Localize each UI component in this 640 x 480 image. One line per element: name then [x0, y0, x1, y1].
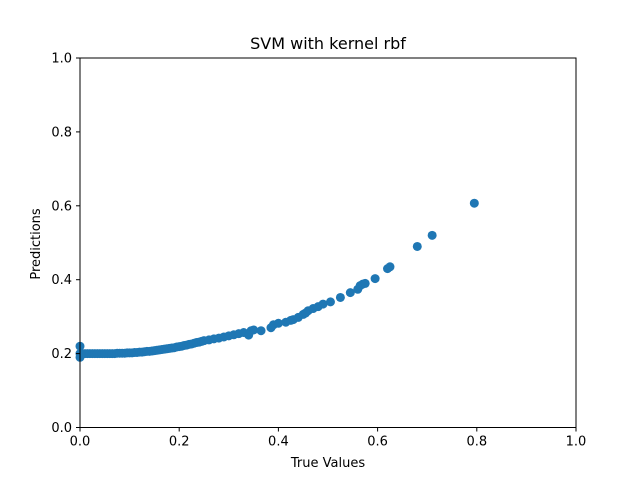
- y-tick-label: 0.2: [51, 347, 72, 362]
- chart-title: SVM with kernel rbf: [250, 34, 406, 53]
- data-point: [335, 292, 345, 302]
- x-tick-label: 0.2: [169, 435, 190, 450]
- data-point: [469, 198, 479, 208]
- x-axis-label: True Values: [290, 456, 365, 471]
- y-tick-label: 1.0: [51, 52, 72, 67]
- data-point: [427, 230, 437, 240]
- data-point: [318, 299, 328, 309]
- data-point: [385, 262, 395, 272]
- x-tick-label: 0.6: [367, 435, 388, 450]
- x-tick-label: 0.0: [70, 435, 91, 450]
- data-point: [256, 326, 266, 336]
- plot-frame: [79, 57, 577, 428]
- data-point: [360, 278, 370, 288]
- data-point: [370, 274, 380, 284]
- x-axis-ticks: 0.0 0.2 0.4 0.6 0.8 1.0: [70, 427, 587, 450]
- y-tick-label: 0.8: [51, 125, 72, 140]
- y-tick-label: 0.4: [51, 273, 72, 288]
- data-point: [345, 288, 355, 298]
- data-point: [412, 241, 422, 251]
- data-point: [273, 318, 283, 328]
- y-axis-label: Predictions: [29, 208, 44, 280]
- data-points: [75, 198, 479, 362]
- y-tick-label: 0.6: [51, 199, 72, 214]
- y-axis-ticks: 0.0 0.2 0.4 0.6 0.8 1.0: [51, 52, 80, 436]
- x-tick-label: 0.4: [268, 435, 289, 450]
- x-tick-label: 0.8: [466, 435, 487, 450]
- x-tick-label: 1.0: [566, 435, 587, 450]
- data-point: [249, 325, 259, 335]
- y-tick-label: 0.0: [51, 421, 72, 436]
- data-point: [325, 297, 335, 307]
